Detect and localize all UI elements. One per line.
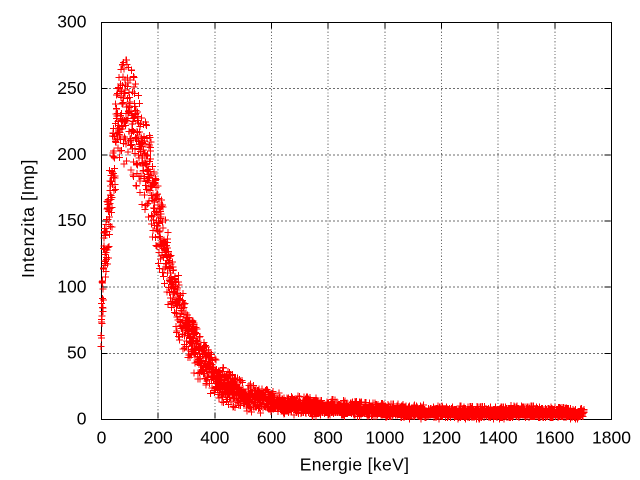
svg-text:0: 0 [97,427,107,447]
svg-text:0: 0 [77,409,87,429]
svg-text:200: 200 [144,427,173,447]
svg-text:250: 250 [57,78,86,98]
svg-text:Intenzita [Imp]: Intenzita [Imp] [18,159,38,278]
svg-text:1800: 1800 [592,427,631,447]
svg-text:400: 400 [200,427,229,447]
svg-text:300: 300 [57,12,86,32]
svg-text:1400: 1400 [479,427,518,447]
svg-text:1000: 1000 [365,427,404,447]
svg-text:Energie [keV]: Energie [keV] [300,455,410,475]
svg-text:1600: 1600 [535,427,574,447]
svg-text:150: 150 [57,210,86,230]
svg-text:50: 50 [67,343,87,363]
svg-text:800: 800 [314,427,343,447]
svg-text:600: 600 [257,427,286,447]
svg-text:1200: 1200 [422,427,461,447]
svg-text:100: 100 [57,276,86,296]
svg-text:200: 200 [57,144,86,164]
